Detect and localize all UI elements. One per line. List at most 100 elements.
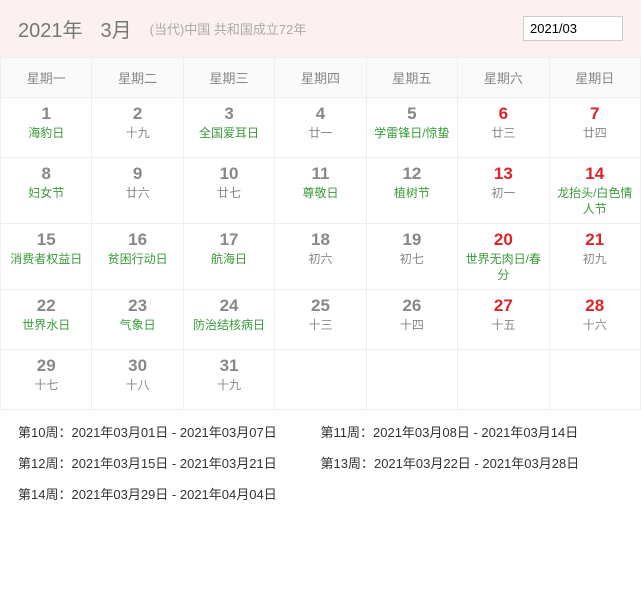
day-number: 26 (369, 296, 455, 316)
day-cell[interactable]: 31十九 (183, 350, 274, 410)
week-range-item: 第11周：2021年03月08日 - 2021年03月14日 (321, 422, 624, 441)
day-number: 12 (369, 164, 455, 184)
day-label: 廿七 (186, 186, 272, 202)
day-cell[interactable]: 30 十八 (92, 350, 183, 410)
day-cell[interactable]: 7 廿四 (549, 98, 640, 158)
day-cell[interactable]: 17 航海日 (183, 224, 274, 290)
day-cell[interactable]: 22世界水日 (1, 290, 92, 350)
day-number: 20 (460, 230, 546, 250)
day-number: 2 (94, 104, 180, 124)
day-number: 28 (552, 296, 638, 316)
day-cell[interactable]: 8 妇女节 (1, 158, 92, 224)
day-cell[interactable]: 1海豹日 (1, 98, 92, 158)
day-label: 海豹日 (3, 126, 89, 142)
week-range: 2021年03月15日 - 2021年03月21日 (71, 456, 276, 471)
date-input[interactable] (523, 16, 623, 41)
day-label: 世界水日 (3, 318, 89, 334)
day-label: 十九 (94, 126, 180, 142)
day-label: 妇女节 (3, 186, 89, 202)
day-number: 24 (186, 296, 272, 316)
day-number: 13 (460, 164, 546, 184)
day-label: 十五 (460, 318, 546, 334)
day-number: 29 (3, 356, 89, 376)
day-label: 廿一 (277, 126, 363, 142)
day-label: 十七 (3, 378, 89, 394)
day-cell[interactable]: 28 十六 (549, 290, 640, 350)
day-number: 18 (277, 230, 363, 250)
day-label: 消费者权益日 (3, 252, 89, 268)
day-number: 7 (552, 104, 638, 124)
week-range-item: 第13周：2021年03月22日 - 2021年03月28日 (321, 453, 624, 472)
day-cell[interactable]: 9 廿六 (92, 158, 183, 224)
week-label: 第10周： (18, 425, 71, 440)
weekday-header: 星期二 (92, 58, 183, 98)
day-label: 学雷锋日/惊蛰 (369, 126, 455, 142)
day-label: 廿四 (552, 126, 638, 142)
day-cell[interactable]: 12植树节 (366, 158, 457, 224)
day-number: 16 (94, 230, 180, 250)
week-label: 第12周： (18, 456, 71, 471)
day-number: 11 (277, 164, 363, 184)
day-number: 25 (277, 296, 363, 316)
week-range: 2021年03月29日 - 2021年04月04日 (71, 487, 276, 502)
day-number: 4 (277, 104, 363, 124)
week-ranges: 第10周：2021年03月01日 - 2021年03月07日第11周：2021年… (0, 410, 641, 521)
day-number: 5 (369, 104, 455, 124)
week-label: 第11周： (321, 425, 374, 440)
day-label: 世界无肉日/春分 (460, 252, 546, 283)
day-cell[interactable]: 29 十七 (1, 350, 92, 410)
week-range-item: 第14周：2021年03月29日 - 2021年04月04日 (18, 484, 321, 503)
day-cell[interactable]: 10 廿七 (183, 158, 274, 224)
day-label: 龙抬头/白色情人节 (552, 186, 638, 217)
day-cell[interactable]: 2 十九 (92, 98, 183, 158)
day-label: 廿六 (94, 186, 180, 202)
day-cell[interactable]: 3全国爱耳日 (183, 98, 274, 158)
day-number: 10 (186, 164, 272, 184)
day-label: 贫困行动日 (94, 252, 180, 268)
week-range: 2021年03月08日 - 2021年03月14日 (373, 425, 578, 440)
day-cell (549, 350, 640, 410)
calendar-table: 星期一星期二星期三星期四星期五星期六星期日 1海豹日2十九3全国爱耳日4廿一5学… (0, 57, 641, 410)
day-number: 8 (3, 164, 89, 184)
day-number: 23 (94, 296, 180, 316)
day-cell[interactable]: 25十三 (275, 290, 366, 350)
day-cell[interactable]: 6廿三 (458, 98, 549, 158)
day-number: 19 (369, 230, 455, 250)
day-cell[interactable]: 15 消费者权益日 (1, 224, 92, 290)
day-cell[interactable]: 19初七 (366, 224, 457, 290)
day-cell (275, 350, 366, 410)
week-label: 第13周： (321, 456, 374, 471)
day-cell[interactable]: 14龙抬头/白色情人节 (549, 158, 640, 224)
day-cell[interactable]: 18初六 (275, 224, 366, 290)
week-range-item: 第10周：2021年03月01日 - 2021年03月07日 (18, 422, 321, 441)
day-cell[interactable]: 26 十四 (366, 290, 457, 350)
day-number: 31 (186, 356, 272, 376)
day-number: 15 (3, 230, 89, 250)
header-month: 3月 (101, 14, 132, 43)
day-label: 全国爱耳日 (186, 126, 272, 142)
weekday-header: 星期日 (549, 58, 640, 98)
day-number: 6 (460, 104, 546, 124)
day-cell[interactable]: 13初一 (458, 158, 549, 224)
day-number: 9 (94, 164, 180, 184)
day-number: 30 (94, 356, 180, 376)
day-cell[interactable]: 21初九 (549, 224, 640, 290)
day-label: 十八 (94, 378, 180, 394)
day-cell[interactable]: 5 学雷锋日/惊蛰 (366, 98, 457, 158)
day-cell[interactable]: 23气象日 (92, 290, 183, 350)
day-number: 17 (186, 230, 272, 250)
day-cell[interactable]: 20世界无肉日/春分 (458, 224, 549, 290)
day-cell[interactable]: 4 廿一 (275, 98, 366, 158)
day-label: 初九 (552, 252, 638, 268)
weekday-header: 星期三 (183, 58, 274, 98)
calendar-header: 2021年 3月 (当代)中国 共和国成立72年 (0, 0, 641, 57)
day-label: 十四 (369, 318, 455, 334)
day-cell[interactable]: 27十五 (458, 290, 549, 350)
day-cell[interactable]: 16 贫困行动日 (92, 224, 183, 290)
day-label: 十六 (552, 318, 638, 334)
day-cell[interactable]: 24防治结核病日 (183, 290, 274, 350)
day-number: 14 (552, 164, 638, 184)
day-label: 航海日 (186, 252, 272, 268)
week-range-item: 第12周：2021年03月15日 - 2021年03月21日 (18, 453, 321, 472)
day-cell[interactable]: 11尊敬日 (275, 158, 366, 224)
